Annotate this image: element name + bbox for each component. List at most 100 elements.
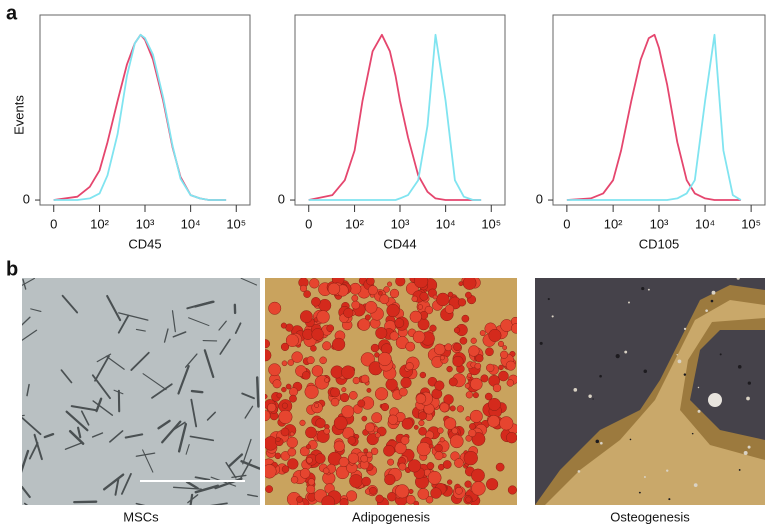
cell <box>241 392 255 400</box>
x-tick-label: 0 <box>563 216 570 231</box>
x-tick-label: 0 <box>305 216 312 231</box>
lipid-droplet <box>352 376 360 385</box>
lipid-droplet <box>274 452 282 460</box>
lipid-droplet <box>330 387 341 398</box>
lipid-droplet <box>307 478 316 486</box>
lipid-droplet <box>371 412 383 424</box>
lipid-droplet <box>469 423 476 430</box>
lipid-droplet <box>465 416 471 422</box>
lipid-droplet <box>425 495 434 504</box>
lipid-droplet <box>428 443 434 449</box>
lipid-droplet <box>449 405 456 412</box>
cell <box>187 494 199 504</box>
lipid-droplet <box>398 462 407 471</box>
speck <box>539 341 543 345</box>
speck <box>643 476 646 478</box>
lipid-droplet <box>290 476 299 484</box>
lipid-droplet <box>366 278 375 286</box>
lipid-droplet <box>434 443 443 453</box>
lipid-droplet <box>361 476 371 487</box>
cell <box>22 329 38 342</box>
cell <box>105 355 125 370</box>
speck <box>592 398 594 400</box>
lipid-droplet <box>462 278 477 290</box>
image-caption: Adipogenesis <box>352 509 431 524</box>
cell <box>242 438 252 465</box>
lipid-droplet <box>300 310 313 324</box>
cell <box>109 430 124 443</box>
lipid-droplet <box>311 297 321 307</box>
lipid-droplet <box>468 345 480 357</box>
x-tick-label: 10⁵ <box>741 216 761 231</box>
cell <box>203 349 215 379</box>
lipid-droplet <box>278 409 293 424</box>
lipid-droplet <box>364 314 371 321</box>
lipid-droplet <box>341 405 355 419</box>
cell <box>240 460 260 470</box>
lipid-droplet <box>407 459 422 473</box>
lipid-droplet <box>299 419 306 426</box>
lipid-droplet <box>322 341 332 351</box>
speck <box>600 441 603 445</box>
lipid-droplet <box>333 440 345 452</box>
lipid-droplet <box>311 328 324 341</box>
lipid-droplet <box>303 290 311 298</box>
cell <box>142 373 167 391</box>
micrograph <box>265 278 517 505</box>
lipid-droplet <box>395 278 406 287</box>
x-tick-label: 10³ <box>650 216 669 231</box>
lipid-droplet <box>265 393 268 399</box>
x-tick-label: 10² <box>604 216 623 231</box>
speck <box>708 393 722 407</box>
lipid-droplet <box>314 453 326 464</box>
x-tick-label: 10⁴ <box>436 216 456 231</box>
lipid-droplet <box>471 432 486 446</box>
cell <box>135 452 156 457</box>
x-tick-label: 10⁵ <box>226 216 246 231</box>
lipid-droplet <box>480 374 489 383</box>
cell <box>96 353 112 363</box>
lipid-droplet <box>448 377 458 387</box>
lipid-droplet <box>265 410 271 422</box>
lipid-droplet <box>464 480 472 488</box>
lipid-droplet <box>439 437 445 443</box>
speck <box>697 409 701 413</box>
lipid-droplet <box>289 387 298 397</box>
lipid-droplet <box>276 392 283 399</box>
lipid-droplet <box>395 484 410 499</box>
lipid-droplet <box>357 318 371 331</box>
lipid-droplet <box>459 336 468 345</box>
lipid-droplet <box>424 305 434 315</box>
lipid-droplet <box>430 487 442 499</box>
cell <box>92 400 114 416</box>
lipid-droplet <box>498 364 504 371</box>
cell <box>172 331 187 338</box>
lipid-droplet <box>499 416 514 431</box>
lipid-droplet <box>439 402 450 413</box>
lipid-droplet <box>315 418 326 429</box>
lipid-droplet <box>299 284 308 292</box>
lipid-droplet <box>471 481 486 496</box>
cell <box>194 476 211 481</box>
lipid-droplet <box>446 365 453 373</box>
cell <box>130 351 150 371</box>
lipid-droplet <box>467 372 473 378</box>
lipid-droplet <box>285 333 299 347</box>
cell <box>22 417 42 436</box>
image-background <box>22 278 260 505</box>
lipid-droplet <box>327 282 341 296</box>
x-tick-label: 10⁴ <box>695 216 715 231</box>
speck <box>629 438 632 441</box>
lipid-droplet <box>408 488 414 494</box>
speck <box>677 359 682 364</box>
lipid-droplet <box>265 339 271 349</box>
lipid-droplet <box>275 436 281 442</box>
speck <box>676 353 678 356</box>
x-tick-label: 10⁵ <box>481 216 501 231</box>
histogram-curve <box>308 33 482 201</box>
lipid-droplet <box>442 460 452 469</box>
lipid-droplet <box>465 291 472 299</box>
cell <box>206 411 216 421</box>
lipid-droplet <box>437 427 444 434</box>
